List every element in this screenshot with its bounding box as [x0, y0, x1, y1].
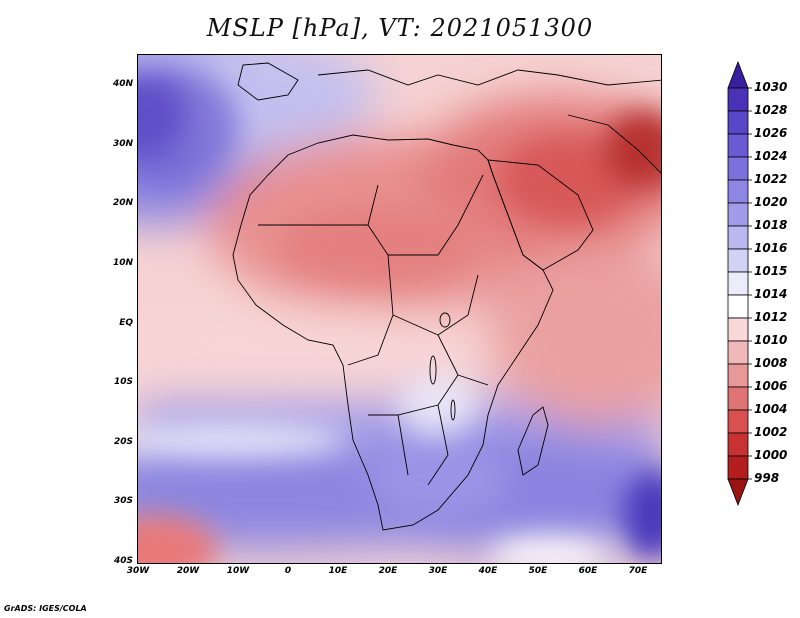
x-tick-label: 20W [176, 566, 200, 576]
x-tick-label: 30W [126, 566, 150, 576]
colorbar-swatch [727, 478, 749, 507]
colorbar-swatch [727, 60, 749, 89]
x-tick-label: 20E [378, 566, 398, 576]
y-tick-label: 20N [112, 198, 133, 209]
colorbar-level-label: 1020 [754, 195, 788, 209]
colorbar-level-label: 1000 [754, 448, 788, 462]
credit-footer: GrADS: IGES/COLA [4, 604, 87, 613]
colorbar-level-label: 1030 [754, 80, 788, 94]
colorbar-swatch [727, 455, 749, 480]
colorbar-level-label: 1002 [754, 425, 788, 439]
colorbar-level-label: 1016 [754, 241, 788, 255]
colorbar-swatch [727, 432, 749, 457]
colorbar-level-label: 1004 [754, 402, 788, 416]
colorbar-swatch [727, 225, 749, 250]
colorbar-swatch [727, 409, 749, 434]
colorbar-level-label: 1018 [754, 218, 788, 232]
coastlines [232, 62, 661, 531]
colorbar-swatches [727, 60, 752, 507]
y-tick-label: 30S [113, 496, 133, 507]
y-tick-label: 10S [113, 377, 133, 388]
colorbar-swatch [727, 179, 749, 204]
y-tick-label: 10N [112, 257, 133, 268]
y-tick-label: 40S [113, 556, 133, 566]
colorbar-swatch [727, 294, 749, 319]
colorbar-level-label: 1014 [754, 287, 788, 301]
y-tick-label: EQ [119, 317, 133, 328]
colorbar-swatch [727, 110, 749, 135]
y-tick-label: 40N [112, 79, 133, 89]
colorbar-level-label: 1006 [754, 379, 788, 393]
colorbar-level-label: 1015 [754, 264, 788, 278]
x-tick-label: 30E [428, 566, 448, 576]
x-tick-label: 70E [628, 566, 648, 576]
map-title: MSLP [hPa], VT: 2021051300 [206, 14, 594, 42]
colorbar-level-label: 1028 [754, 103, 788, 117]
colorbar-level-label: 1012 [754, 310, 788, 324]
x-tick-label: 40E [478, 566, 498, 576]
y-tick-label: 20S [113, 436, 133, 447]
colorbar-swatch [727, 133, 749, 158]
colorbar-level-label: 1008 [754, 356, 788, 370]
x-tick-label: 60E [578, 566, 598, 576]
colorbar-swatch [727, 386, 749, 411]
y-tick-label: 30N [112, 138, 133, 149]
colorbar-swatch [727, 317, 749, 342]
colorbar-swatch [727, 156, 749, 181]
colorbar-swatch [727, 202, 749, 227]
colorbar-swatch [727, 363, 749, 388]
x-tick-label: 50E [528, 566, 548, 576]
colorbar-level-label: 1026 [754, 126, 788, 140]
colorbar-level-label: 998 [754, 471, 780, 485]
colorbar-level-label: 1010 [754, 333, 788, 347]
colorbar-swatch [727, 271, 749, 296]
x-tick-label: 0 [284, 566, 292, 576]
colorbar-level-label: 1024 [754, 149, 788, 163]
colorbar-swatch [727, 340, 749, 365]
colorbar-level-label: 1022 [754, 172, 788, 186]
pressure-field [138, 55, 661, 563]
colorbar-swatch [727, 248, 749, 273]
map-plot-area [137, 54, 662, 564]
x-tick-label: 10W [226, 566, 250, 576]
colorbar-swatch [727, 87, 749, 112]
x-tick-label: 10E [328, 566, 348, 576]
colorbar [722, 60, 800, 564]
